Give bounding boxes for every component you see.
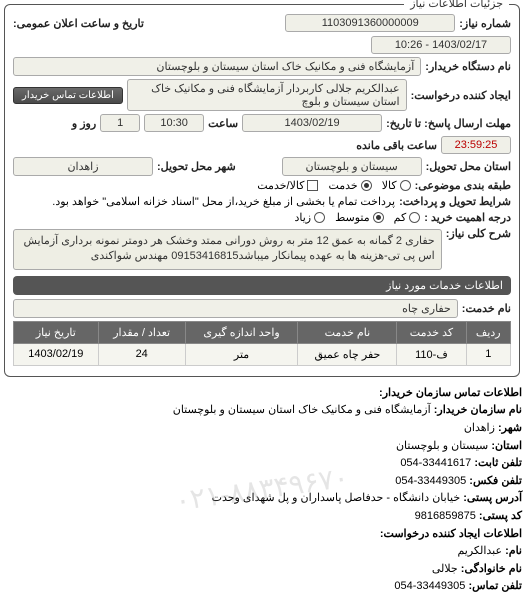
province-label: استان محل تحویل:: [426, 160, 511, 173]
deadline-label: مهلت ارسال پاسخ: تا تاریخ:: [386, 117, 511, 130]
buyer-contact-block: ۰۲۱-۸۸۳۴۹۶۷۰ اطلاعات تماس سازمان خریدار:…: [0, 381, 524, 600]
radio-goods[interactable]: کالا: [382, 179, 411, 192]
c-tel: 33441617-054: [400, 457, 471, 469]
th-unit: واحد اندازه گیری: [185, 321, 298, 343]
services-table: ردیف کد خدمت نام خدمت واحد اندازه گیری ت…: [13, 321, 511, 366]
remain-label: ساعت باقی مانده: [356, 139, 437, 152]
cr-name: عبدالکریم: [457, 545, 502, 557]
c-post: 9816859875: [415, 510, 476, 522]
service-name-field: حفاری چاه: [13, 299, 458, 318]
deadline-time-field: 10:30: [144, 114, 204, 132]
c-prov: سیستان و بلوچستان: [396, 440, 488, 452]
c-org-label: نام سازمان خریدار:: [434, 404, 522, 416]
days-label: روز و: [72, 117, 96, 130]
condition-text: پرداخت تمام یا بخشی از مبلغ خرید،از محل …: [52, 195, 395, 208]
city-field: زاهدان: [13, 157, 153, 176]
need-details-panel: جزئیات اطلاعات نیاز شماره نیاز: 11030913…: [4, 4, 520, 377]
cr-family-label: نام خانوادگی:: [461, 563, 522, 575]
announce-field: 1403/02/17 - 10:26: [371, 36, 511, 54]
desc-box: حفاری 2 گمانه به عمق 12 متر به روش دوران…: [13, 229, 442, 270]
cell-date: 1403/02/19: [14, 343, 99, 365]
cr-name-label: نام:: [505, 545, 522, 557]
c-fax-label: تلفن فکس:: [469, 475, 522, 487]
th-row: ردیف: [466, 321, 510, 343]
c-fax: 33449305-054: [395, 475, 466, 487]
announce-label: تاریخ و ساعت اعلان عمومی:: [13, 17, 144, 30]
c-post-label: کد پستی:: [479, 510, 522, 522]
category-radio-group: کالا خدمت کالا/خدمت: [257, 179, 410, 192]
buyer-org-label: نام دستگاه خریدار:: [425, 60, 511, 73]
panel-title: جزئیات اطلاعات نیاز: [404, 0, 509, 10]
radio-high[interactable]: زیاد: [294, 211, 325, 224]
remain-time-field: 23:59:25: [441, 136, 511, 154]
cr-phone-label: تلفن تماس:: [468, 580, 522, 592]
creator-title: اطلاعات ایجاد کننده درخواست:: [380, 528, 522, 540]
cell-code: ف-110: [397, 343, 466, 365]
days-field: 1: [100, 114, 140, 132]
th-name: نام خدمت: [298, 321, 397, 343]
cr-family: جلالی: [432, 563, 458, 575]
c-addr-label: آدرس پستی:: [463, 492, 522, 504]
need-no-label: شماره نیاز:: [459, 17, 511, 30]
city-label: شهر محل تحویل:: [157, 160, 236, 173]
desc-label: شرح کلی نیاز:: [446, 227, 511, 240]
c-prov-label: استان:: [491, 440, 522, 452]
condition-label: شرایط تحویل و پرداخت:: [399, 195, 511, 208]
buyer-org-field: آزمایشگاه فنی و مکانیک خاک استان سیستان …: [13, 57, 421, 76]
th-qty: تعداد / مقدار: [98, 321, 185, 343]
requester-label: ایجاد کننده درخواست:: [411, 89, 511, 102]
radio-low[interactable]: کم: [394, 211, 421, 224]
cell-unit: متر: [185, 343, 298, 365]
check-both[interactable]: کالا/خدمت: [257, 179, 318, 192]
table-row: 1 ف-110 حفر چاه عمیق متر 24 1403/02/19: [14, 343, 511, 365]
radio-mid[interactable]: متوسط: [335, 211, 384, 224]
importance-label: درجه اهمیت خرید :: [424, 211, 511, 224]
c-org: آزمایشگاه فنی و مکانیک خاک استان سیستان …: [173, 404, 431, 416]
cr-phone: 33449305-054: [394, 580, 465, 592]
cell-row: 1: [466, 343, 510, 365]
province-field: سیستان و بلوچستان: [282, 157, 422, 176]
c-addr: خیابان دانشگاه - حدفاصل پاسداران و پل شه…: [212, 492, 461, 504]
time-label: ساعت: [208, 117, 238, 130]
c-tel-label: تلفن ثابت:: [474, 457, 522, 469]
category-label: طبقه بندی موضوعی:: [415, 179, 511, 192]
services-section-header: اطلاعات خدمات مورد نیاز: [13, 276, 511, 295]
contact-title: اطلاعات تماس سازمان خریدار:: [379, 387, 522, 399]
th-code: کد خدمت: [397, 321, 466, 343]
need-no-field: 1103091360000009: [285, 14, 455, 32]
contact-button[interactable]: اطلاعات تماس خریدار: [13, 87, 123, 104]
c-city: زاهدان: [464, 422, 495, 434]
table-header-row: ردیف کد خدمت نام خدمت واحد اندازه گیری ت…: [14, 321, 511, 343]
cell-name: حفر چاه عمیق: [298, 343, 397, 365]
requester-field: عبدالکریم جلالی کاربردار آزمایشگاه فنی و…: [127, 79, 407, 111]
service-name-label: نام خدمت:: [462, 302, 511, 315]
th-date: تاریخ نیاز: [14, 321, 99, 343]
importance-radio-group: کم متوسط زیاد: [294, 211, 420, 224]
cell-qty: 24: [98, 343, 185, 365]
c-city-label: شهر:: [498, 422, 522, 434]
radio-service[interactable]: خدمت: [328, 179, 371, 192]
deadline-date-field: 1403/02/19: [242, 114, 382, 132]
